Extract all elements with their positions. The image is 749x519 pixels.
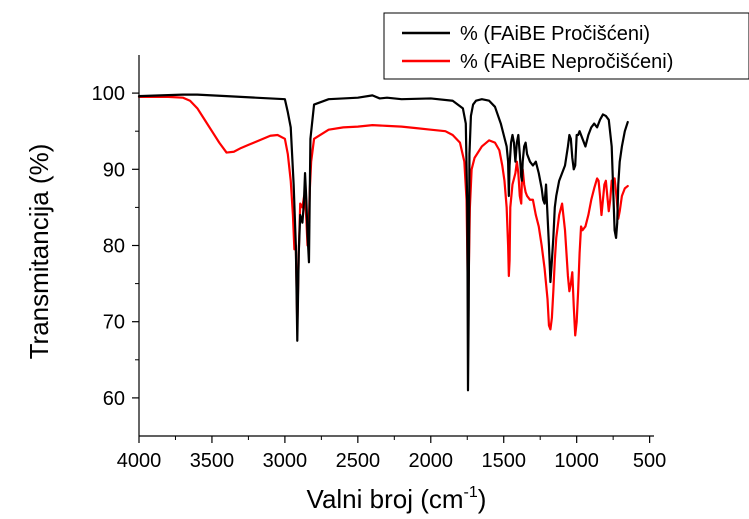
y-tick-label: 90 [103,159,125,181]
y-tick-label: 70 [103,312,125,334]
legend-label: % (FAiBE Nepročišćeni) [460,51,673,73]
series-layer [137,93,629,392]
legend-items: % (FAiBE Pročišćeni) % (FAiBE Nepročišćen… [402,23,673,73]
y-tick-label: 80 [103,236,125,258]
x-tick-label: 2000 [409,450,454,472]
x-axis-title-main: Valni broj (cm [307,484,464,514]
y-tick-label: 60 [103,388,125,410]
x-axis-title-close: ) [478,484,487,514]
legend-box [383,12,749,80]
x-tick-label: 2500 [336,450,381,472]
x-tick-label: 4000 [117,450,162,472]
x-axis-title: Valni broj (cm-1) [307,484,487,514]
x-tick-label: 3000 [263,450,308,472]
x-tick-label: 1000 [554,450,599,472]
x-tick-label: 500 [633,450,666,472]
legend: % (FAiBE Pročišćeni) % (FAiBE Nepročišćen… [383,12,749,80]
y-axis-ticks: 60 70 80 90 100 [92,83,139,410]
legend-label: % (FAiBE Pročišćeni) [460,23,650,45]
axes: 4000 3500 3000 2500 2000 1500 1000 500 60 70 80 90… [92,55,666,472]
y-axis-title: Transmitancija (%) [24,144,54,360]
x-axis-title-superscript: -1 [464,484,478,501]
series-line-procisceni [137,93,629,392]
y-tick-label: 100 [92,83,125,105]
x-tick-label: 3500 [190,450,235,472]
plot-area [137,93,629,392]
x-axis-ticks: 4000 3500 3000 2500 2000 1500 1000 500 [117,436,666,472]
x-tick-label: 1500 [481,450,526,472]
